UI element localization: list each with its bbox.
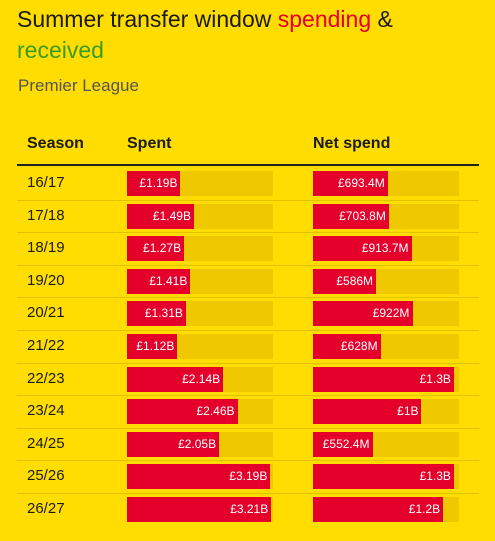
bar-track: £693.4M [313,171,459,196]
value-label: £1.27B [143,241,182,256]
season: 24/25 [27,434,65,452]
value-label: £1B [397,404,419,419]
column-header: Spent [127,135,172,152]
column-header: Season [27,135,84,152]
season: 21/22 [27,337,65,354]
header-rule [17,164,479,166]
bar-track: £1.2B [313,497,459,522]
bar [127,464,271,490]
bar-track: £1.12B [127,334,273,359]
row-separator [17,199,479,201]
bar-track: £2.05B [127,431,273,457]
bar [127,366,224,392]
value-label: £3.19B [229,469,268,484]
bar [313,236,412,262]
bar-track: £1.3B [313,366,459,392]
bar-track: £2.46B [127,399,273,425]
row-separator [17,264,479,266]
season: 26/27 [27,500,65,517]
bar [313,301,413,327]
bar [313,431,373,457]
bar-track: £628M [313,334,459,359]
value-label: £1.2B [408,502,441,516]
bar-track: £1.3B [313,464,459,490]
bar [127,301,186,327]
bar [127,203,194,229]
bar [313,268,377,294]
value-label: £2.05B [178,436,217,451]
row-separator [17,493,479,494]
value-label: £628M [340,339,378,353]
row-separator [17,362,479,364]
bar-track: £922M [313,301,459,327]
bar [313,203,390,229]
column-header: Net spend [313,135,391,152]
row-separator [17,330,479,331]
bar-track: £3.19B [127,464,273,490]
bar-track: £1B [313,399,459,425]
bar [127,497,272,522]
bar-track: £913.7M [313,236,459,262]
value-label: £3.21B [230,502,269,516]
value-label: £1.41B [149,273,188,288]
value-label: £703.8M [339,208,386,223]
value-label: £552.4M [322,436,370,451]
bar [313,366,454,392]
bar [313,171,388,196]
bar [313,464,454,490]
value-label: £1.12B [136,339,175,353]
bar [127,399,238,425]
bar [127,334,178,359]
bar [313,334,381,359]
bar-track: £1.27B [127,236,273,262]
value-label: £2.46B [196,404,235,419]
value-label: £1.19B [139,176,178,190]
title-spending: spending [277,6,372,32]
row-separator [17,460,479,462]
value-label: £2.14B [182,371,221,386]
subtitle: Premier League [18,76,139,95]
row-separator [17,427,479,429]
value-label: £1.49B [152,208,191,223]
value-label: £922M [372,306,410,321]
bar [313,399,422,425]
value-label: £1.31B [144,306,183,321]
bar [127,431,220,457]
bar-track: £586M [313,268,459,294]
season: 25/26 [27,467,65,485]
bar [127,236,185,262]
bar-track: £552.4M [313,431,459,457]
row-separator [17,395,479,397]
value-label: £1.3B [419,371,451,386]
season: 17/18 [27,206,65,224]
title-amp: & [377,6,393,32]
bar-track: £1.19B [127,171,273,196]
season: 22/23 [27,369,65,387]
value-label: £693.4M [337,176,385,190]
bar [313,497,443,522]
bar-track: £1.31B [127,301,273,327]
title-text: Summer transfer window [17,6,272,32]
bar-track: £1.41B [127,268,273,294]
season: 18/19 [27,239,65,257]
bar-track: £2.14B [127,366,273,392]
bar-track: £1.49B [127,203,273,229]
bar-track: £3.21B [127,497,273,522]
season: 19/20 [27,271,65,289]
row-separator [17,297,479,299]
bar [127,171,181,196]
season: 23/24 [27,402,65,420]
bar [127,268,191,294]
row-separator [17,232,479,234]
season: 20/21 [27,304,65,322]
title-received: received [17,37,104,63]
value-label: £1.3B [419,469,451,484]
bar-track: £703.8M [313,203,459,229]
value-label: £913.7M [361,241,409,256]
value-label: £586M [336,273,374,288]
season: 16/17 [27,174,65,191]
title: Summer transfer window spending & receive… [17,4,487,66]
